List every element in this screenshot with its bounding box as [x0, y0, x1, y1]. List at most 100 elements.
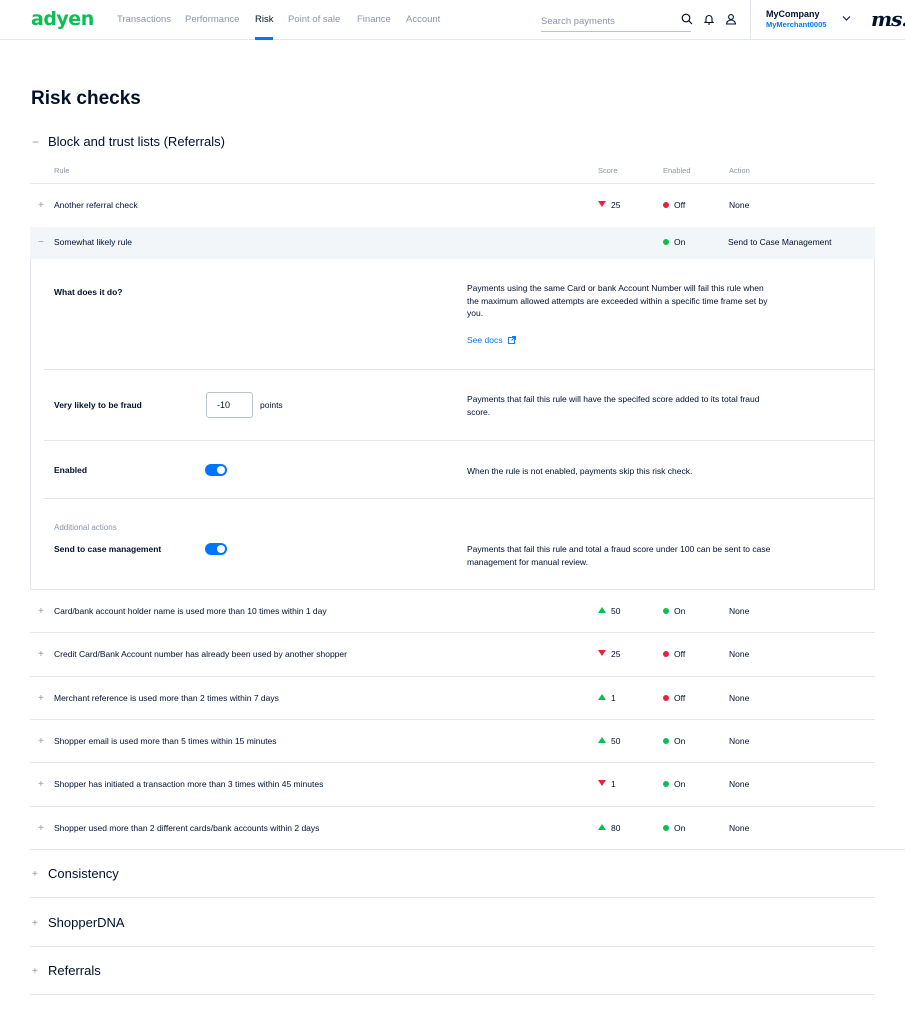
rule-detail-panel: [30, 259, 875, 590]
rule-enabled-status: On: [663, 823, 685, 834]
merchant-name[interactable]: MyMerchant0005: [766, 20, 827, 29]
status-off-icon: [663, 695, 669, 701]
table-row[interactable]: + Shopper used more than 2 different car…: [30, 807, 875, 850]
rule-name: Credit Card/Bank Account number has alre…: [54, 649, 347, 659]
search-input[interactable]: [541, 12, 691, 32]
status-on-icon: [663, 825, 669, 831]
rule-action: None: [729, 200, 750, 210]
score-up-icon: [598, 607, 606, 613]
rule-score: 25: [598, 649, 620, 660]
nav-item-performance[interactable]: Performance: [185, 14, 240, 25]
rule-action: None: [729, 779, 750, 789]
toggle-knob: [217, 545, 225, 553]
bell-icon[interactable]: [703, 13, 715, 25]
status-off-icon: [663, 651, 669, 657]
expand-icon[interactable]: +: [38, 606, 44, 617]
enabled-label: Enabled: [54, 465, 88, 475]
section-title-consistency[interactable]: Consistency: [48, 866, 119, 881]
table-row[interactable]: + Another referral check 25 Off None: [30, 184, 875, 227]
collapse-section-toggle[interactable]: −: [32, 135, 40, 149]
nav-item-point-of-sale[interactable]: Point of sale: [288, 14, 341, 25]
nav-item-account[interactable]: Account: [406, 14, 441, 25]
section-title-block-trust-lists[interactable]: Block and trust lists (Referrals): [48, 134, 225, 149]
expand-icon[interactable]: +: [38, 693, 44, 704]
table-row[interactable]: + Credit Card/Bank Account number has al…: [30, 633, 875, 676]
rule-name: Card/bank account holder name is used mo…: [54, 606, 327, 616]
what-does-it-do-label: What does it do?: [54, 287, 123, 297]
page-title: Risk checks: [31, 88, 141, 109]
expand-icon[interactable]: +: [38, 823, 44, 834]
rule-name: Shopper has initiated a transaction more…: [54, 779, 324, 789]
nav-item-risk[interactable]: Risk: [255, 14, 274, 25]
enabled-toggle[interactable]: [205, 464, 227, 476]
fraud-score-description: Payments that fail this rule will have t…: [467, 394, 760, 417]
expanded-rule-row[interactable]: − Somewhat likely rule On Send to Case M…: [30, 227, 875, 259]
rule-name: Another referral check: [54, 200, 138, 210]
score-up-icon: [598, 737, 606, 743]
table-row[interactable]: + Merchant reference is used more than 2…: [30, 677, 875, 720]
collapse-icon[interactable]: −: [38, 237, 44, 248]
external-link-icon: [508, 336, 517, 344]
rule-action: None: [729, 693, 750, 703]
rule-enabled-status: On: [663, 606, 685, 617]
table-row[interactable]: + Shopper has initiated a transaction mo…: [30, 763, 875, 806]
chevron-down-icon[interactable]: [842, 15, 851, 22]
case-management-toggle[interactable]: [205, 543, 227, 555]
expand-section-toggle[interactable]: +: [32, 966, 38, 977]
section-divider: [30, 897, 875, 898]
expand-icon[interactable]: +: [38, 736, 44, 747]
row-divider: [30, 762, 875, 763]
expand-section-toggle[interactable]: +: [32, 918, 38, 929]
rule-score: 1: [598, 779, 616, 790]
rule-action: None: [729, 649, 750, 659]
expand-section-toggle[interactable]: +: [32, 869, 38, 880]
section-title-referrals[interactable]: Referrals: [48, 963, 101, 978]
nav-item-finance[interactable]: Finance: [357, 14, 391, 25]
rule-name: Shopper email is used more than 5 times …: [54, 736, 277, 746]
score-down-icon: [598, 201, 606, 207]
detail-divider: [44, 440, 875, 441]
expand-icon[interactable]: +: [38, 779, 44, 790]
merchant-brand-logo: ms.: [871, 7, 905, 31]
topbar-divider: [750, 0, 751, 40]
adyen-logo[interactable]: adyen: [31, 8, 94, 30]
score-up-icon: [598, 824, 606, 830]
expand-icon[interactable]: +: [38, 200, 44, 211]
user-icon[interactable]: [725, 13, 737, 25]
rule-name: Merchant reference is used more than 2 t…: [54, 693, 279, 703]
points-input[interactable]: [206, 392, 253, 418]
active-nav-indicator: [255, 37, 273, 40]
search-icon[interactable]: [681, 13, 693, 25]
status-on-icon: [663, 239, 669, 245]
enabled-description: When the rule is not enabled, payments s…: [467, 466, 693, 476]
section-divider: [30, 849, 905, 850]
table-header-divider: [30, 183, 875, 184]
rule-score: 1: [598, 693, 616, 704]
column-header-rule: Rule: [54, 166, 70, 175]
rule-action: Send to Case Management: [728, 237, 832, 247]
expand-icon[interactable]: +: [38, 649, 44, 660]
rule-enabled-status: Off: [663, 649, 685, 660]
see-docs-link[interactable]: See docs: [467, 335, 517, 346]
top-navigation: adyen Transactions Performance Risk Poin…: [0, 0, 905, 40]
fraud-score-label: Very likely to be fraud: [54, 400, 142, 410]
company-name[interactable]: MyCompany: [766, 9, 820, 19]
column-header-enabled: Enabled: [663, 166, 691, 175]
row-divider: [30, 806, 875, 807]
points-unit-label: points: [260, 400, 283, 410]
score-up-icon: [598, 694, 606, 700]
additional-actions-label: Additional actions: [54, 523, 117, 532]
rule-action: None: [729, 736, 750, 746]
column-header-score: Score: [598, 166, 618, 175]
rule-enabled-status: On: [663, 237, 685, 248]
section-divider: [30, 946, 875, 947]
status-on-icon: [663, 608, 669, 614]
table-row[interactable]: + Shopper email is used more than 5 time…: [30, 720, 875, 763]
rule-enabled-status: On: [663, 736, 685, 747]
table-row[interactable]: + Card/bank account holder name is used …: [30, 590, 875, 633]
nav-item-transactions[interactable]: Transactions: [117, 14, 172, 25]
section-title-shopperdna[interactable]: ShopperDNA: [48, 915, 125, 930]
case-management-label: Send to case management: [54, 544, 162, 554]
rule-description: Payments using the same Card or bank Acc…: [467, 283, 768, 318]
rule-score: 25: [598, 200, 620, 211]
